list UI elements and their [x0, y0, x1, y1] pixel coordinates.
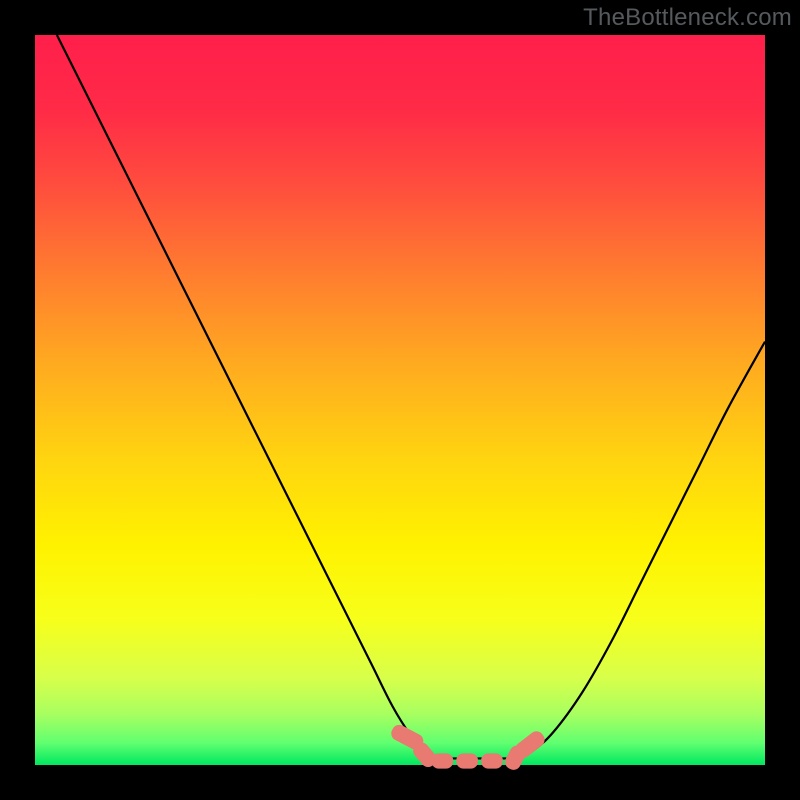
bottleneck-curve [57, 35, 765, 758]
marker-band [389, 722, 548, 772]
chart-frame: TheBottleneck.com [0, 0, 800, 800]
plot-area [35, 35, 765, 765]
marker-blob [481, 753, 503, 768]
watermark-text: TheBottleneck.com [583, 4, 792, 32]
marker-blob [456, 753, 478, 768]
marker-blob [431, 753, 453, 768]
curve-svg [35, 35, 765, 765]
